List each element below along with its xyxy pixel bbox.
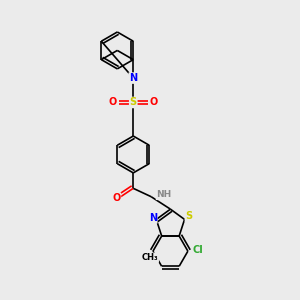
Text: O: O [112, 193, 120, 203]
Text: S: S [185, 212, 193, 221]
Text: Cl: Cl [192, 245, 203, 255]
Text: CH₃: CH₃ [142, 253, 158, 262]
Text: O: O [109, 98, 117, 107]
Text: NH: NH [156, 190, 172, 200]
Text: N: N [129, 73, 137, 83]
Text: S: S [130, 98, 137, 107]
Text: N: N [149, 213, 157, 223]
Text: O: O [149, 98, 158, 107]
